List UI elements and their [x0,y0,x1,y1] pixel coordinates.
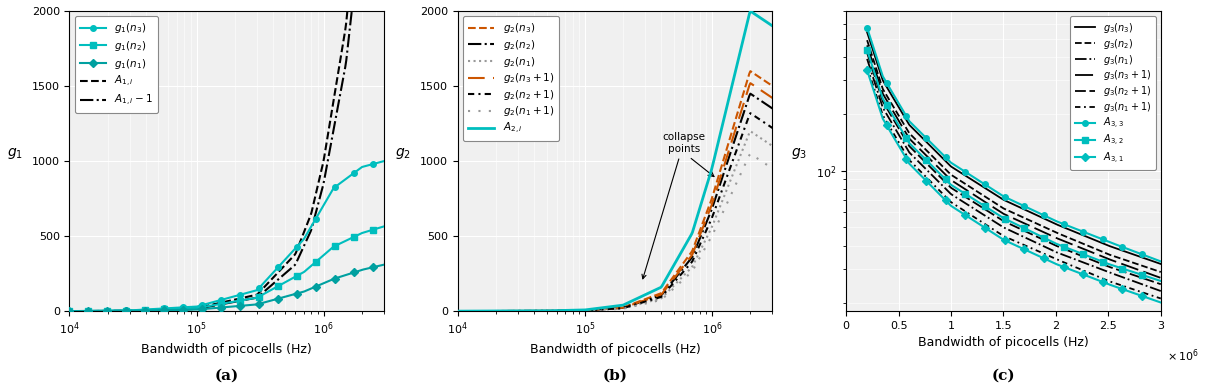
Text: (b): (b) [602,368,628,382]
Y-axis label: $g_1$: $g_1$ [7,146,23,161]
Text: $\times\,10^6$: $\times\,10^6$ [1168,347,1199,364]
Text: (c): (c) [992,368,1016,382]
Text: collapse
points: collapse points [642,132,705,279]
Legend: $g_2(n_3)$, $g_2(n_2)$, $g_2(n_1)$, $g_2(n_3+1)$, $g_2(n_2+1)$, $g_2(n_1+1)$, $A: $g_2(n_3)$, $g_2(n_2)$, $g_2(n_1)$, $g_2… [463,16,559,141]
Legend: $g_3(n_3)$, $g_3(n_2)$, $g_3(n_1)$, $g_3(n_3+1)$, $g_3(n_2+1)$, $g_3(n_1+1)$, $A: $g_3(n_3)$, $g_3(n_2)$, $g_3(n_1)$, $g_3… [1070,16,1156,170]
X-axis label: Bandwidth of picocells (Hz): Bandwidth of picocells (Hz) [918,336,1089,349]
Y-axis label: $g_2$: $g_2$ [395,146,411,161]
Y-axis label: $g_3$: $g_3$ [792,146,807,161]
X-axis label: Bandwidth of picocells (Hz): Bandwidth of picocells (Hz) [530,343,700,356]
Text: (a): (a) [214,368,239,382]
X-axis label: Bandwidth of picocells (Hz): Bandwidth of picocells (Hz) [141,343,312,356]
Legend: $g_1(n_3)$, $g_1(n_2)$, $g_1(n_1)$, $A_{1,i}$, $A_{1,i}-1$: $g_1(n_3)$, $g_1(n_2)$, $g_1(n_1)$, $A_{… [75,16,158,113]
